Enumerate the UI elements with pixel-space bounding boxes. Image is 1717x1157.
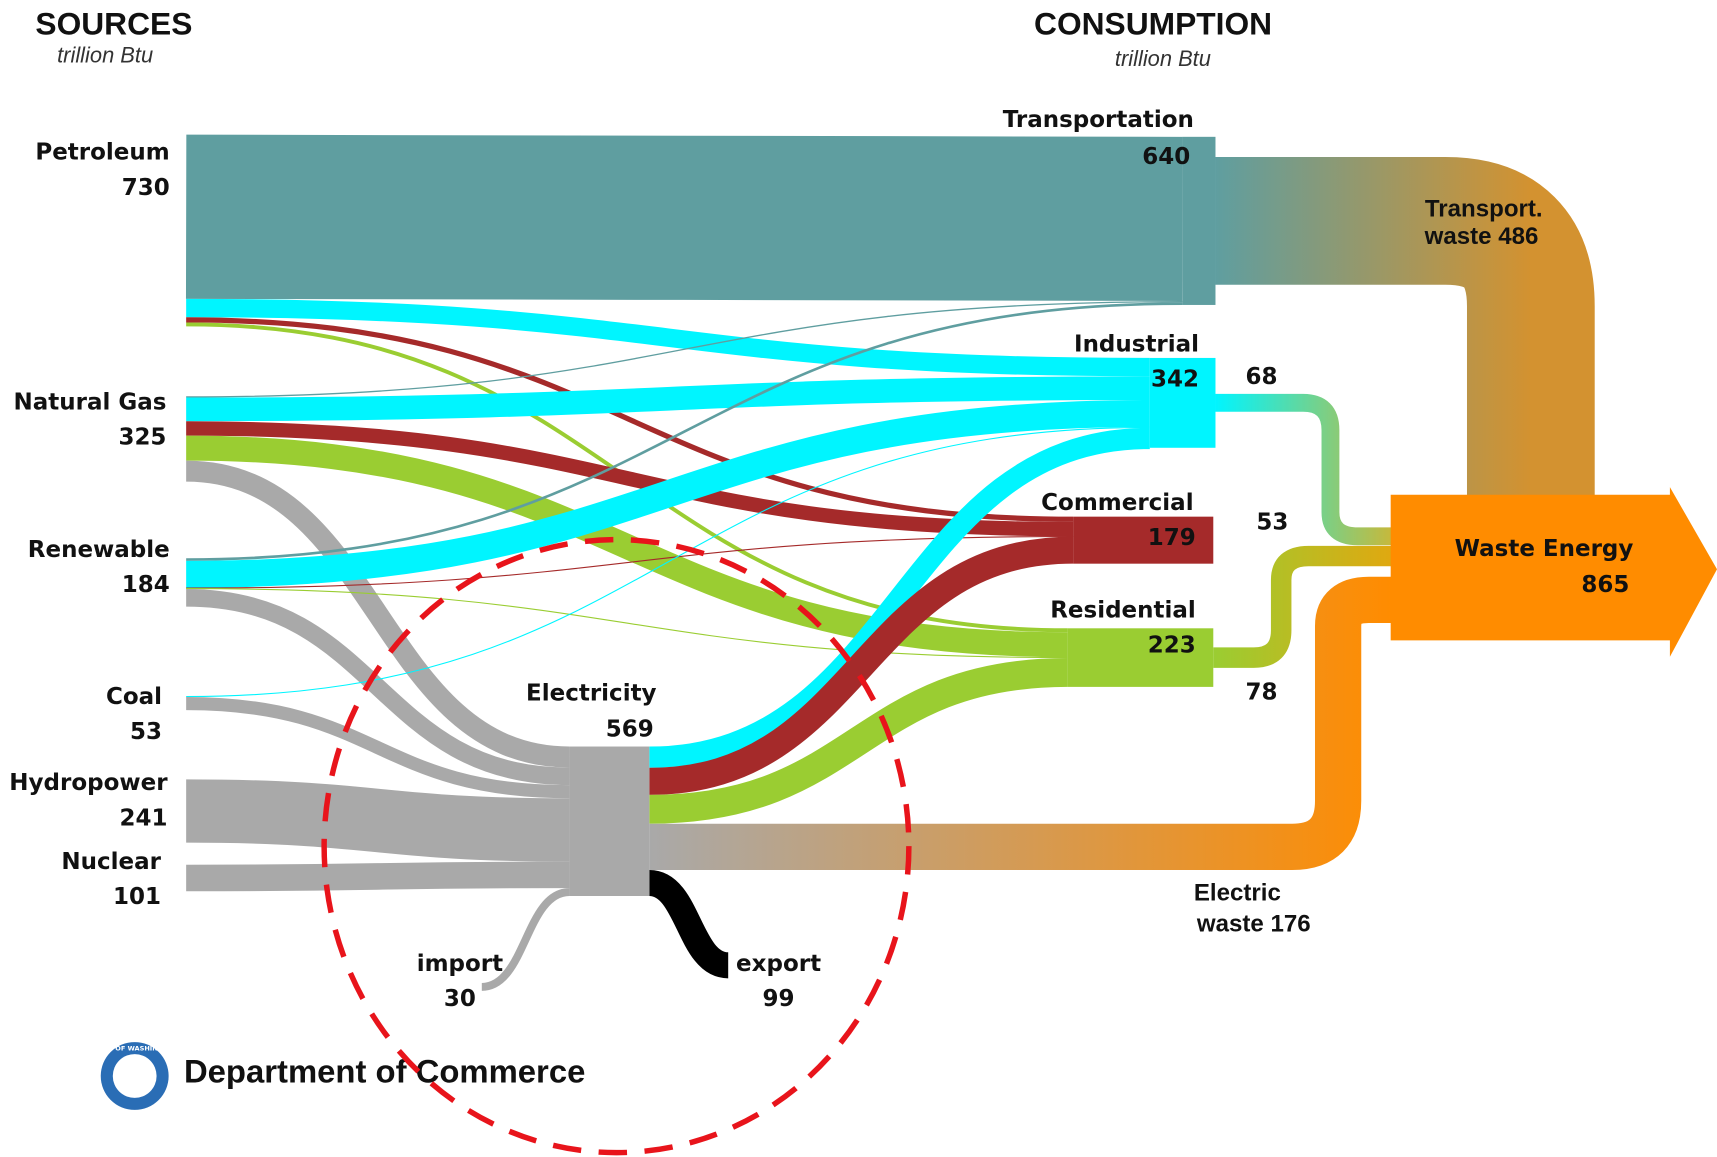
node-name: Transportation bbox=[1003, 107, 1194, 133]
link bbox=[186, 696, 570, 799]
link bbox=[649, 576, 1393, 870]
link bbox=[647, 869, 731, 979]
link bbox=[186, 301, 1183, 398]
node bbox=[1149, 357, 1216, 448]
node-value: 241 bbox=[120, 805, 168, 831]
node bbox=[1067, 628, 1214, 687]
node-name: Renewable bbox=[28, 537, 170, 563]
link bbox=[1215, 393, 1393, 546]
node-value: 223 bbox=[1148, 632, 1196, 658]
nodes bbox=[569, 136, 1717, 897]
link bbox=[186, 376, 1150, 422]
link-label: 78 bbox=[1245, 679, 1277, 705]
link bbox=[186, 134, 1183, 302]
links bbox=[186, 134, 1595, 991]
node-name: Hydropower bbox=[9, 770, 168, 796]
node-name: Waste Energy bbox=[1455, 536, 1634, 562]
right-title: CONSUMPTION bbox=[1034, 6, 1272, 42]
node bbox=[1182, 136, 1216, 305]
link bbox=[186, 861, 570, 892]
link bbox=[186, 460, 570, 768]
node-value: 640 bbox=[1142, 144, 1190, 170]
node-value: 342 bbox=[1151, 366, 1199, 392]
node-name: Electricity bbox=[526, 680, 657, 706]
node-value: 30 bbox=[444, 986, 476, 1012]
node bbox=[1390, 487, 1717, 657]
link bbox=[186, 588, 1068, 659]
node-value: 184 bbox=[122, 572, 170, 598]
link bbox=[186, 588, 570, 786]
link bbox=[1215, 157, 1595, 497]
node-name: Petroleum bbox=[35, 140, 169, 166]
left-subtitle: trillion Btu bbox=[57, 43, 153, 68]
link bbox=[186, 298, 1150, 377]
node-name: Industrial bbox=[1074, 331, 1199, 357]
node-value: 179 bbox=[1148, 525, 1196, 551]
node-name: export bbox=[736, 951, 821, 977]
node-value: 865 bbox=[1581, 572, 1629, 598]
link bbox=[186, 421, 1074, 537]
seal-text: STATE OF WASHINGTON bbox=[91, 1045, 179, 1053]
link-label: waste 486 bbox=[1424, 223, 1539, 250]
link bbox=[186, 317, 1074, 522]
right-subtitle: trillion Btu bbox=[1115, 46, 1211, 71]
node-value: 569 bbox=[606, 717, 654, 743]
labels: SOURCES trillion Btu CONSUMPTION trillio… bbox=[9, 6, 1633, 1110]
left-title: SOURCES bbox=[35, 6, 192, 42]
link-label: 53 bbox=[1256, 510, 1288, 536]
link bbox=[649, 427, 1150, 768]
node-value: 325 bbox=[118, 424, 166, 450]
link bbox=[1213, 545, 1393, 668]
link-label: 68 bbox=[1245, 364, 1277, 390]
footer: Department of Commerce bbox=[184, 1052, 585, 1089]
link bbox=[186, 302, 1183, 561]
node-value: 99 bbox=[763, 986, 795, 1012]
seal-inner bbox=[112, 1054, 157, 1098]
highlight-circle bbox=[321, 536, 912, 1156]
link bbox=[649, 536, 1074, 795]
node-value: 730 bbox=[122, 175, 170, 201]
link bbox=[481, 888, 570, 991]
node-name: import bbox=[417, 951, 503, 977]
node bbox=[569, 746, 650, 897]
link bbox=[186, 399, 1150, 588]
link bbox=[186, 779, 570, 862]
link-label: Electric bbox=[1194, 880, 1281, 907]
link-label: waste 176 bbox=[1196, 910, 1311, 937]
link bbox=[186, 535, 1074, 589]
node-value: 101 bbox=[113, 884, 161, 910]
node-name: Natural Gas bbox=[14, 389, 167, 415]
node-name: Nuclear bbox=[61, 849, 161, 875]
node-name: Commercial bbox=[1041, 490, 1193, 516]
node bbox=[1073, 516, 1214, 564]
link bbox=[649, 657, 1068, 824]
node-name: Coal bbox=[106, 684, 162, 710]
node-name: Residential bbox=[1050, 597, 1196, 623]
node-value: 53 bbox=[130, 719, 162, 745]
link-label: Transport. bbox=[1425, 196, 1543, 223]
